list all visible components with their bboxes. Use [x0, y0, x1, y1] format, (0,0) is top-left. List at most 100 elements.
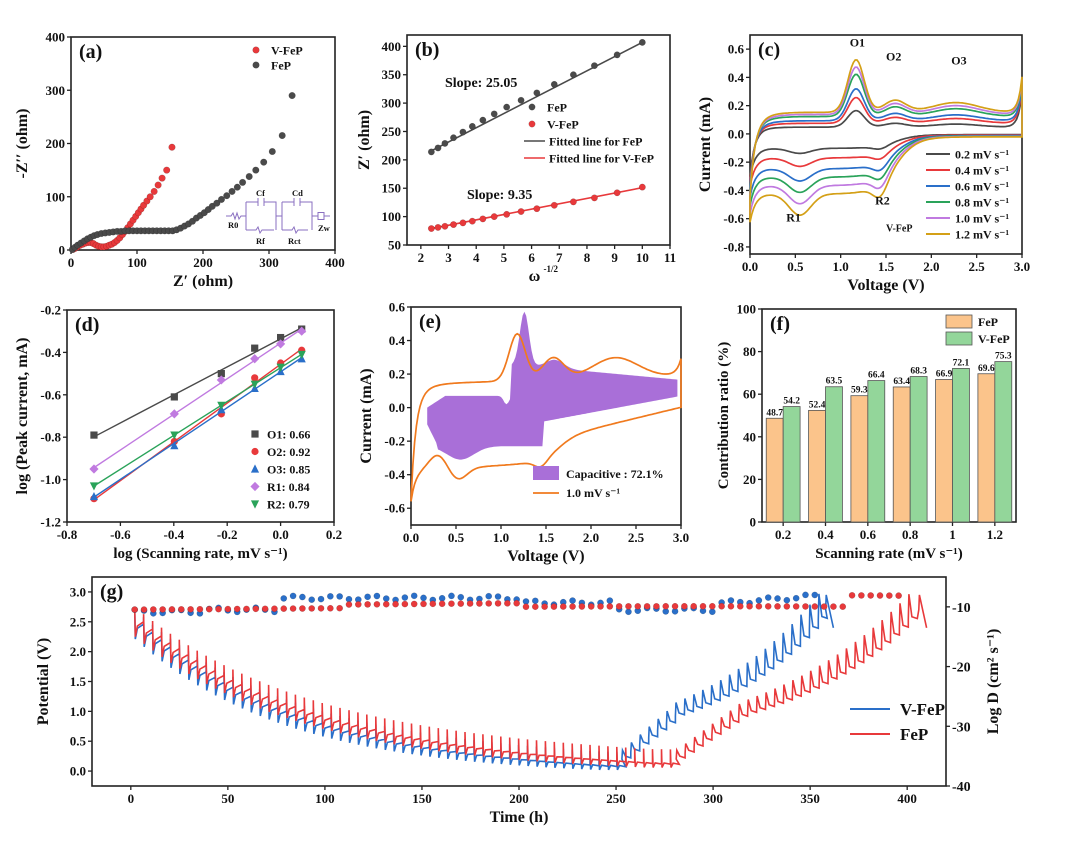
- legend-label: 0.4 mV s⁻¹: [955, 164, 1009, 178]
- peak-annotation: O1: [850, 35, 865, 49]
- data-point: [613, 51, 621, 59]
- data-point: [89, 491, 99, 501]
- x-tick-label: 200: [509, 791, 529, 806]
- diffusion-point-fep: [457, 600, 465, 607]
- y-tick-label: -1.0: [40, 472, 61, 487]
- diffusion-point-fep: [513, 599, 521, 607]
- diffusion-point-fep: [634, 602, 642, 610]
- diffusion-point-fep: [336, 604, 344, 612]
- diffusion-point-v-fep: [727, 597, 735, 604]
- x-tick-label: 3.0: [673, 530, 689, 545]
- data-point: [533, 89, 541, 97]
- diffusion-point-fep: [364, 601, 371, 608]
- y-axis-label: Current (mA): [358, 368, 375, 463]
- gitt-trace-fep: [133, 594, 928, 768]
- bar-v-fep: [909, 376, 928, 523]
- fit-line: [430, 41, 643, 152]
- diffusion-point-fep: [653, 602, 660, 610]
- x-tick-label: 1.5: [538, 530, 555, 545]
- x-tick-label: 0.6: [860, 527, 877, 542]
- diffusion-point-fep: [476, 600, 483, 607]
- diffusion-point-fep: [382, 600, 390, 608]
- legend-label: O2: 0.92: [267, 445, 310, 459]
- x-tick-label: -0.2: [217, 527, 238, 542]
- y-tick-label: 100: [382, 209, 402, 224]
- x-tick-label: 0.5: [448, 530, 465, 545]
- diffusion-point-fep: [606, 603, 614, 610]
- diffusion-point-fep: [858, 592, 865, 599]
- y-tick-label: -0.2: [40, 303, 61, 318]
- legend-label: FeP: [271, 59, 291, 73]
- y-right-tick-label: -10: [952, 601, 971, 616]
- diffusion-point-v-fep: [299, 593, 306, 601]
- data-point: [468, 217, 476, 225]
- diffusion-point-fep: [233, 605, 241, 613]
- x-tick-label: 0.2: [326, 527, 342, 542]
- data-point: [89, 464, 99, 474]
- y-tick-label: 150: [382, 181, 402, 196]
- x-axis-label: Voltage (V): [847, 277, 924, 294]
- data-point: [169, 409, 179, 419]
- data-point: [613, 189, 621, 197]
- legend-label: FeP: [978, 315, 998, 329]
- y-tick-label: -1.2: [40, 515, 61, 530]
- bar-v-fep: [952, 368, 970, 523]
- diffusion-point-fep: [550, 603, 558, 610]
- diffusion-point-fep: [764, 603, 772, 610]
- circuit-wires: [226, 201, 330, 235]
- bar-v-fep: [867, 380, 886, 523]
- diffusion-point-v-fep: [317, 595, 325, 603]
- x-axis-label: Voltage (V): [507, 548, 584, 565]
- y-right-axis-label: Log D (cm² s⁻¹): [985, 629, 1002, 735]
- diffusion-point-fep: [783, 603, 791, 610]
- diffusion-point-v-fep: [774, 595, 781, 602]
- legend-label: V-FeP: [271, 44, 303, 58]
- diffusion-point-v-fep: [811, 591, 819, 599]
- diffusion-point-fep: [615, 603, 623, 610]
- bar-fep: [850, 395, 869, 523]
- y-tick-label: -0.2: [384, 434, 405, 449]
- x-tick-label: 50: [221, 791, 234, 806]
- y-tick-label: 0.4: [728, 70, 745, 85]
- diffusion-point-fep: [410, 600, 418, 608]
- x-tick-label: 1: [949, 527, 956, 542]
- diffusion-point-fep: [131, 606, 139, 613]
- x-tick-label: 300: [259, 255, 279, 270]
- y-tick-label: 2.0: [70, 644, 86, 659]
- y-axis-label: log (Peak current, mA): [14, 338, 31, 495]
- peak-annotation: O2: [886, 49, 901, 63]
- x-tick-label: 0.0: [403, 530, 419, 545]
- data-point: [517, 96, 525, 104]
- bar-value-label: 48.7: [766, 408, 783, 418]
- data-point: [590, 62, 598, 70]
- legend-swatch: [945, 314, 973, 329]
- data-point-fep: [228, 187, 236, 195]
- data-point-fep: [278, 131, 286, 140]
- circuit-label: Rct: [288, 236, 301, 246]
- diffusion-point-fep: [504, 599, 511, 607]
- legend-label: R2: 0.79: [267, 498, 310, 512]
- legend-marker: [528, 103, 536, 111]
- diffusion-point-fep: [466, 600, 474, 607]
- legend-label: Fitted line for V-FeP: [549, 152, 654, 166]
- diffusion-point-v-fep: [382, 595, 390, 602]
- bar-fep: [977, 373, 996, 523]
- data-point: [590, 194, 598, 202]
- diffusion-point-v-fep: [531, 597, 539, 605]
- y-axis-label: Z′ (ohm): [356, 110, 373, 170]
- y-axis-label: Potential (V): [35, 638, 52, 726]
- data-point: [569, 198, 577, 206]
- bar-value-label: 54.2: [783, 397, 800, 407]
- y-tick-label: 1.5: [70, 674, 87, 689]
- diffusion-point-fep: [755, 602, 763, 610]
- y-tick-label: 0.0: [70, 764, 86, 779]
- diffusion-point-v-fep: [764, 594, 772, 601]
- legend-swatch: [945, 331, 973, 346]
- y-tick-label: 50: [388, 238, 401, 253]
- plot-frame: [70, 36, 336, 251]
- data-point: [459, 128, 467, 136]
- data-point: [468, 122, 476, 130]
- bar-v-fep: [994, 361, 1013, 523]
- diffusion-point-fep: [746, 602, 753, 610]
